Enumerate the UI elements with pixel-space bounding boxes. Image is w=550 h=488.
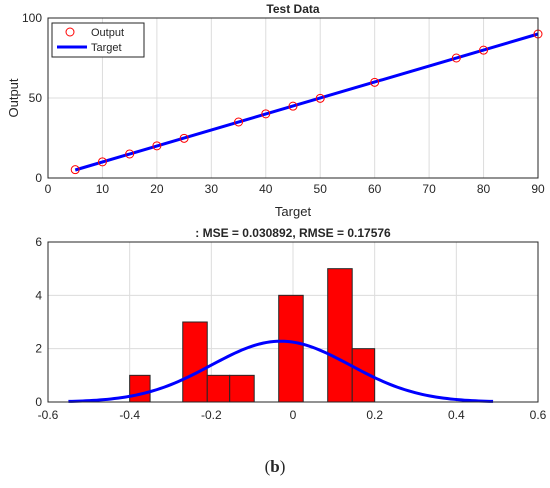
x-tick-label: 0.4 bbox=[448, 408, 465, 422]
x-tick-label: 70 bbox=[422, 182, 436, 196]
x-tick-label: 10 bbox=[96, 182, 110, 196]
legend-output-label: Output bbox=[91, 27, 124, 39]
x-tick-label: 90 bbox=[531, 182, 545, 196]
x-tick-label: -0.2 bbox=[201, 408, 222, 422]
target-line bbox=[74, 32, 539, 172]
figure-caption: (b) bbox=[265, 457, 286, 476]
chart-title: : MSE = 0.030892, RMSE = 0.17576 bbox=[195, 226, 391, 240]
x-tick-label: 60 bbox=[368, 182, 382, 196]
y-tick-label: 6 bbox=[35, 235, 42, 249]
x-tick-label: 0.2 bbox=[366, 408, 383, 422]
axes-box bbox=[47, 17, 539, 179]
normal-fit-curve bbox=[68, 339, 494, 403]
y-tick-label: 4 bbox=[35, 288, 42, 302]
y-tick-label: 50 bbox=[29, 91, 43, 105]
output-point bbox=[152, 141, 162, 151]
x-tick-label: 50 bbox=[314, 182, 328, 196]
output-point bbox=[70, 165, 80, 175]
histogram-bar bbox=[278, 294, 304, 403]
output-point bbox=[234, 117, 244, 127]
output-point bbox=[315, 93, 325, 103]
output-point bbox=[288, 101, 298, 111]
output-point bbox=[261, 109, 271, 119]
x-tick-label: 0.6 bbox=[530, 408, 547, 422]
histogram-bar bbox=[327, 268, 353, 403]
y-tick-label: 100 bbox=[22, 11, 42, 25]
y-axis-label: Output bbox=[6, 78, 21, 117]
output-point bbox=[479, 45, 489, 55]
x-tick-label: 40 bbox=[259, 182, 273, 196]
error-histogram-chart: -0.6 -0.4 -0.2 0 0.2 0.4 0.6 0 2 4 6 : MSE = 0.0308… bbox=[35, 226, 546, 422]
output-point bbox=[179, 133, 189, 143]
legend-box bbox=[51, 22, 145, 58]
output-point bbox=[370, 77, 380, 87]
legend-output-marker bbox=[65, 27, 75, 37]
output-point bbox=[97, 157, 107, 167]
y-tick-label: 0 bbox=[35, 171, 42, 185]
output-point bbox=[125, 149, 135, 159]
output-point bbox=[451, 53, 461, 63]
x-tick-label: 80 bbox=[477, 182, 491, 196]
histogram-bar bbox=[206, 374, 231, 403]
x-tick-label: 30 bbox=[205, 182, 219, 196]
axes-box bbox=[47, 241, 539, 403]
x-tick-label: -0.6 bbox=[38, 408, 59, 422]
regression-chart: 0 10 20 30 40 50 60 70 80 90 0 50 100 Test Data Target… bbox=[6, 2, 545, 219]
x-tick-label: 0 bbox=[290, 408, 297, 422]
x-tick-label: 0 bbox=[45, 182, 52, 196]
legend: Output Target bbox=[51, 22, 145, 58]
x-axis-label: Target bbox=[275, 204, 312, 219]
histogram-bar bbox=[129, 374, 151, 403]
y-tick-label: 2 bbox=[35, 342, 42, 356]
histogram-bar bbox=[182, 321, 208, 403]
x-tick-label: -0.4 bbox=[119, 408, 140, 422]
y-tick-label: 0 bbox=[35, 395, 42, 409]
legend-target-label: Target bbox=[91, 42, 122, 54]
chart-title: Test Data bbox=[266, 2, 319, 16]
histogram-bar bbox=[229, 374, 255, 403]
x-tick-label: 20 bbox=[150, 182, 164, 196]
